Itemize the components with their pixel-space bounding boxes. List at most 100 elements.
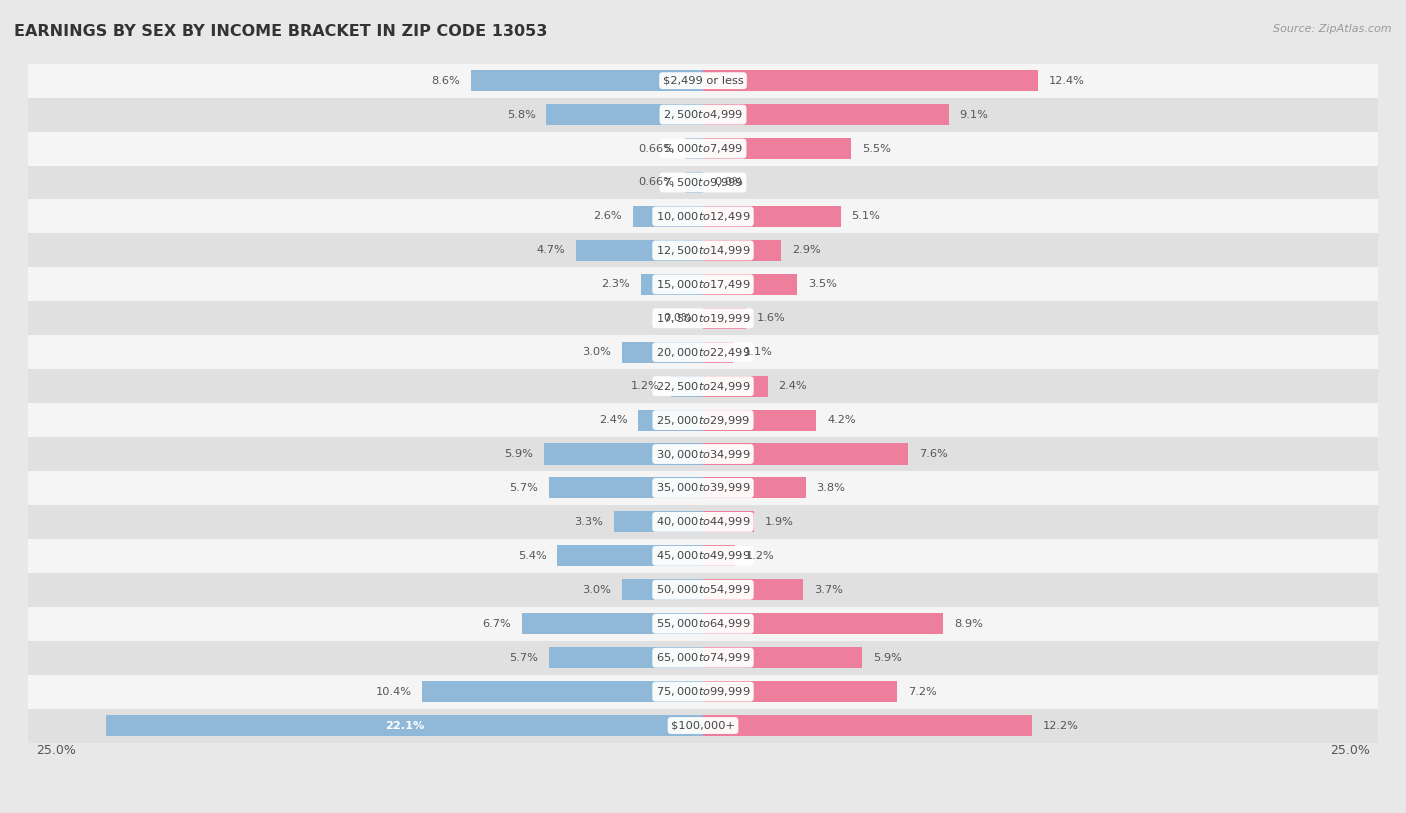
Text: 2.4%: 2.4% <box>599 415 627 425</box>
Text: 5.7%: 5.7% <box>509 483 538 493</box>
Text: 7.6%: 7.6% <box>920 449 948 459</box>
Text: $7,500 to $9,999: $7,500 to $9,999 <box>664 176 742 189</box>
Text: 1.2%: 1.2% <box>747 551 775 561</box>
Legend: Male, Female: Male, Female <box>628 810 778 813</box>
Text: 3.8%: 3.8% <box>817 483 845 493</box>
Bar <box>703 647 862 668</box>
Bar <box>703 376 768 397</box>
Bar <box>550 477 703 498</box>
Text: $10,000 to $12,499: $10,000 to $12,499 <box>655 210 751 223</box>
Bar <box>28 369 1378 403</box>
Text: 8.9%: 8.9% <box>955 619 983 628</box>
Bar <box>547 104 703 125</box>
Bar <box>422 681 703 702</box>
Bar <box>28 63 1378 98</box>
Text: $35,000 to $39,999: $35,000 to $39,999 <box>655 481 751 494</box>
Bar <box>703 511 754 533</box>
Bar <box>614 511 703 533</box>
Text: 9.1%: 9.1% <box>959 110 988 120</box>
Text: 3.0%: 3.0% <box>582 585 612 595</box>
Bar <box>28 403 1378 437</box>
Bar <box>28 539 1378 573</box>
Bar <box>703 138 852 159</box>
Text: $15,000 to $17,499: $15,000 to $17,499 <box>655 278 751 291</box>
Text: 0.0%: 0.0% <box>664 313 692 324</box>
Text: 3.3%: 3.3% <box>574 517 603 527</box>
Bar <box>544 444 703 464</box>
Text: 0.0%: 0.0% <box>714 177 742 188</box>
Text: 8.6%: 8.6% <box>432 76 460 85</box>
Bar <box>703 579 803 600</box>
Bar <box>703 206 841 227</box>
Bar <box>703 546 735 567</box>
Bar <box>28 166 1378 199</box>
Bar <box>107 715 703 736</box>
Text: $55,000 to $64,999: $55,000 to $64,999 <box>655 617 751 630</box>
Text: $30,000 to $34,999: $30,000 to $34,999 <box>655 447 751 460</box>
Bar <box>28 709 1378 742</box>
Text: 5.8%: 5.8% <box>506 110 536 120</box>
Bar <box>28 437 1378 471</box>
Bar <box>703 477 806 498</box>
Text: 2.4%: 2.4% <box>779 381 807 391</box>
Bar <box>28 132 1378 166</box>
Bar <box>28 302 1378 335</box>
Text: $20,000 to $22,499: $20,000 to $22,499 <box>655 346 751 359</box>
Bar <box>28 573 1378 606</box>
Text: $75,000 to $99,999: $75,000 to $99,999 <box>655 685 751 698</box>
Text: 5.9%: 5.9% <box>505 449 533 459</box>
Text: $50,000 to $54,999: $50,000 to $54,999 <box>655 583 751 596</box>
Bar <box>703 308 747 328</box>
Text: $65,000 to $74,999: $65,000 to $74,999 <box>655 651 751 664</box>
Text: 2.6%: 2.6% <box>593 211 621 221</box>
Bar <box>703 410 817 431</box>
Bar <box>703 341 733 363</box>
Text: 1.9%: 1.9% <box>765 517 794 527</box>
Text: 12.2%: 12.2% <box>1043 720 1078 731</box>
Bar <box>703 70 1038 91</box>
Bar <box>28 335 1378 369</box>
Bar <box>641 274 703 295</box>
Text: $40,000 to $44,999: $40,000 to $44,999 <box>655 515 751 528</box>
Text: 0.66%: 0.66% <box>638 177 675 188</box>
Bar <box>28 233 1378 267</box>
Text: 2.9%: 2.9% <box>792 246 821 255</box>
Text: 5.1%: 5.1% <box>852 211 880 221</box>
Text: $12,500 to $14,999: $12,500 to $14,999 <box>655 244 751 257</box>
Bar <box>28 606 1378 641</box>
Text: 4.7%: 4.7% <box>537 246 565 255</box>
Text: 6.7%: 6.7% <box>482 619 512 628</box>
Text: 5.7%: 5.7% <box>509 653 538 663</box>
Bar <box>703 613 943 634</box>
Text: 1.1%: 1.1% <box>744 347 772 357</box>
Text: 12.4%: 12.4% <box>1049 76 1084 85</box>
Text: Source: ZipAtlas.com: Source: ZipAtlas.com <box>1274 24 1392 34</box>
Bar <box>638 410 703 431</box>
Bar <box>703 444 908 464</box>
Text: 5.4%: 5.4% <box>517 551 547 561</box>
Text: 4.2%: 4.2% <box>827 415 856 425</box>
Text: 1.2%: 1.2% <box>631 381 659 391</box>
Bar <box>621 341 703 363</box>
Bar <box>671 376 703 397</box>
Text: $2,500 to $4,999: $2,500 to $4,999 <box>664 108 742 121</box>
Bar <box>471 70 703 91</box>
Text: 3.7%: 3.7% <box>814 585 842 595</box>
Bar <box>28 98 1378 132</box>
Bar <box>557 546 703 567</box>
Text: 25.0%: 25.0% <box>37 745 76 758</box>
Bar <box>703 240 782 261</box>
Bar <box>28 675 1378 709</box>
Bar <box>703 274 797 295</box>
Text: $17,500 to $19,999: $17,500 to $19,999 <box>655 311 751 324</box>
Bar <box>28 199 1378 233</box>
Text: 3.5%: 3.5% <box>808 280 837 289</box>
Text: EARNINGS BY SEX BY INCOME BRACKET IN ZIP CODE 13053: EARNINGS BY SEX BY INCOME BRACKET IN ZIP… <box>14 24 547 39</box>
Text: 1.6%: 1.6% <box>756 313 786 324</box>
Bar <box>550 647 703 668</box>
Bar <box>576 240 703 261</box>
Text: $45,000 to $49,999: $45,000 to $49,999 <box>655 550 751 563</box>
Bar <box>703 104 949 125</box>
Bar <box>522 613 703 634</box>
Text: $25,000 to $29,999: $25,000 to $29,999 <box>655 414 751 427</box>
